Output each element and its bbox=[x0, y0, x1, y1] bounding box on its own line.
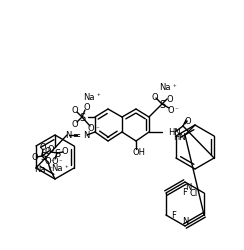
Text: ⁻: ⁻ bbox=[50, 158, 54, 164]
Text: Cl: Cl bbox=[190, 189, 198, 198]
Text: Na: Na bbox=[51, 164, 63, 173]
Text: N: N bbox=[83, 131, 89, 140]
Text: O: O bbox=[152, 93, 158, 102]
Text: O: O bbox=[84, 103, 90, 112]
Text: O: O bbox=[167, 95, 173, 104]
Text: ⁻: ⁻ bbox=[58, 158, 62, 164]
Text: F: F bbox=[172, 211, 176, 220]
Text: O: O bbox=[52, 157, 58, 166]
Text: N: N bbox=[65, 131, 71, 140]
Text: Na: Na bbox=[159, 83, 171, 92]
Text: O: O bbox=[168, 106, 174, 115]
Text: ⁺: ⁺ bbox=[48, 166, 52, 172]
Text: S: S bbox=[40, 152, 46, 161]
Text: O: O bbox=[88, 124, 94, 133]
Text: O: O bbox=[32, 153, 38, 162]
Text: =: = bbox=[73, 130, 81, 140]
Text: ⁻: ⁻ bbox=[174, 106, 178, 112]
Text: S: S bbox=[79, 112, 85, 122]
Text: Na: Na bbox=[34, 165, 46, 174]
Text: O: O bbox=[72, 106, 78, 115]
Text: O: O bbox=[45, 157, 51, 166]
Text: Na: Na bbox=[83, 93, 95, 102]
Text: S: S bbox=[54, 148, 60, 158]
Text: O: O bbox=[40, 143, 46, 152]
Text: OH: OH bbox=[132, 148, 145, 157]
Text: O: O bbox=[45, 147, 51, 156]
Text: N: N bbox=[182, 217, 188, 226]
Text: ⁻: ⁻ bbox=[95, 126, 99, 132]
Text: HN: HN bbox=[168, 128, 181, 137]
Text: O: O bbox=[48, 145, 54, 154]
Text: ⁺: ⁺ bbox=[96, 94, 100, 100]
Text: O: O bbox=[185, 117, 191, 126]
Text: O: O bbox=[62, 147, 68, 156]
Text: ⁺: ⁺ bbox=[64, 165, 68, 171]
Text: HN: HN bbox=[174, 133, 186, 142]
Text: S: S bbox=[159, 100, 165, 110]
Text: ⁺: ⁺ bbox=[172, 85, 176, 91]
Text: N: N bbox=[185, 183, 191, 192]
Text: F: F bbox=[183, 188, 187, 197]
Text: O: O bbox=[72, 120, 78, 129]
